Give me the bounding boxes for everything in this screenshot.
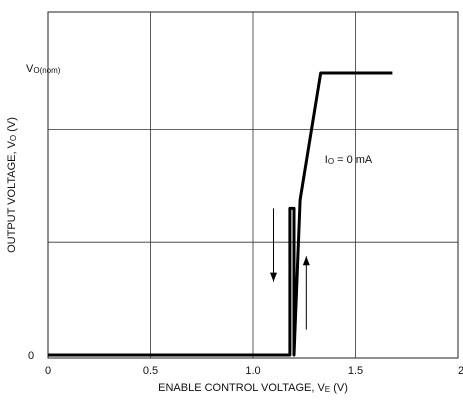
series-group: [48, 71, 393, 357]
output-voltage-curve: [48, 71, 393, 357]
io-annotation: IO = 0 mA: [325, 154, 373, 166]
x-tick-label: 1.0: [245, 365, 260, 377]
arrow-down-head: [270, 272, 277, 282]
arrow-up-head: [302, 256, 310, 266]
y-tick-labels: 0 VO(nom): [26, 63, 61, 362]
x-tick-label: 1.5: [348, 365, 363, 377]
grid-lines: [48, 12, 458, 358]
annotation-group: IO = 0 mA: [325, 154, 373, 166]
x-axis-label: ENABLE CONTROL VOLTAGE, VE (V): [158, 382, 348, 394]
x-tick-label: 2.0: [458, 365, 463, 377]
x-tick-label: 0: [45, 365, 51, 377]
y-axis-label: OUTPUT VOLTAGE, VO (V): [6, 117, 18, 253]
x-tick-label: 0.5: [143, 365, 158, 377]
y-tick-label: 0: [28, 350, 34, 362]
x-tick-labels: 0 0.5 1.0 1.5 2.0: [45, 365, 463, 377]
y-tick-label-vo-nom: VO(nom): [26, 63, 61, 75]
arrow-group: [270, 208, 310, 330]
